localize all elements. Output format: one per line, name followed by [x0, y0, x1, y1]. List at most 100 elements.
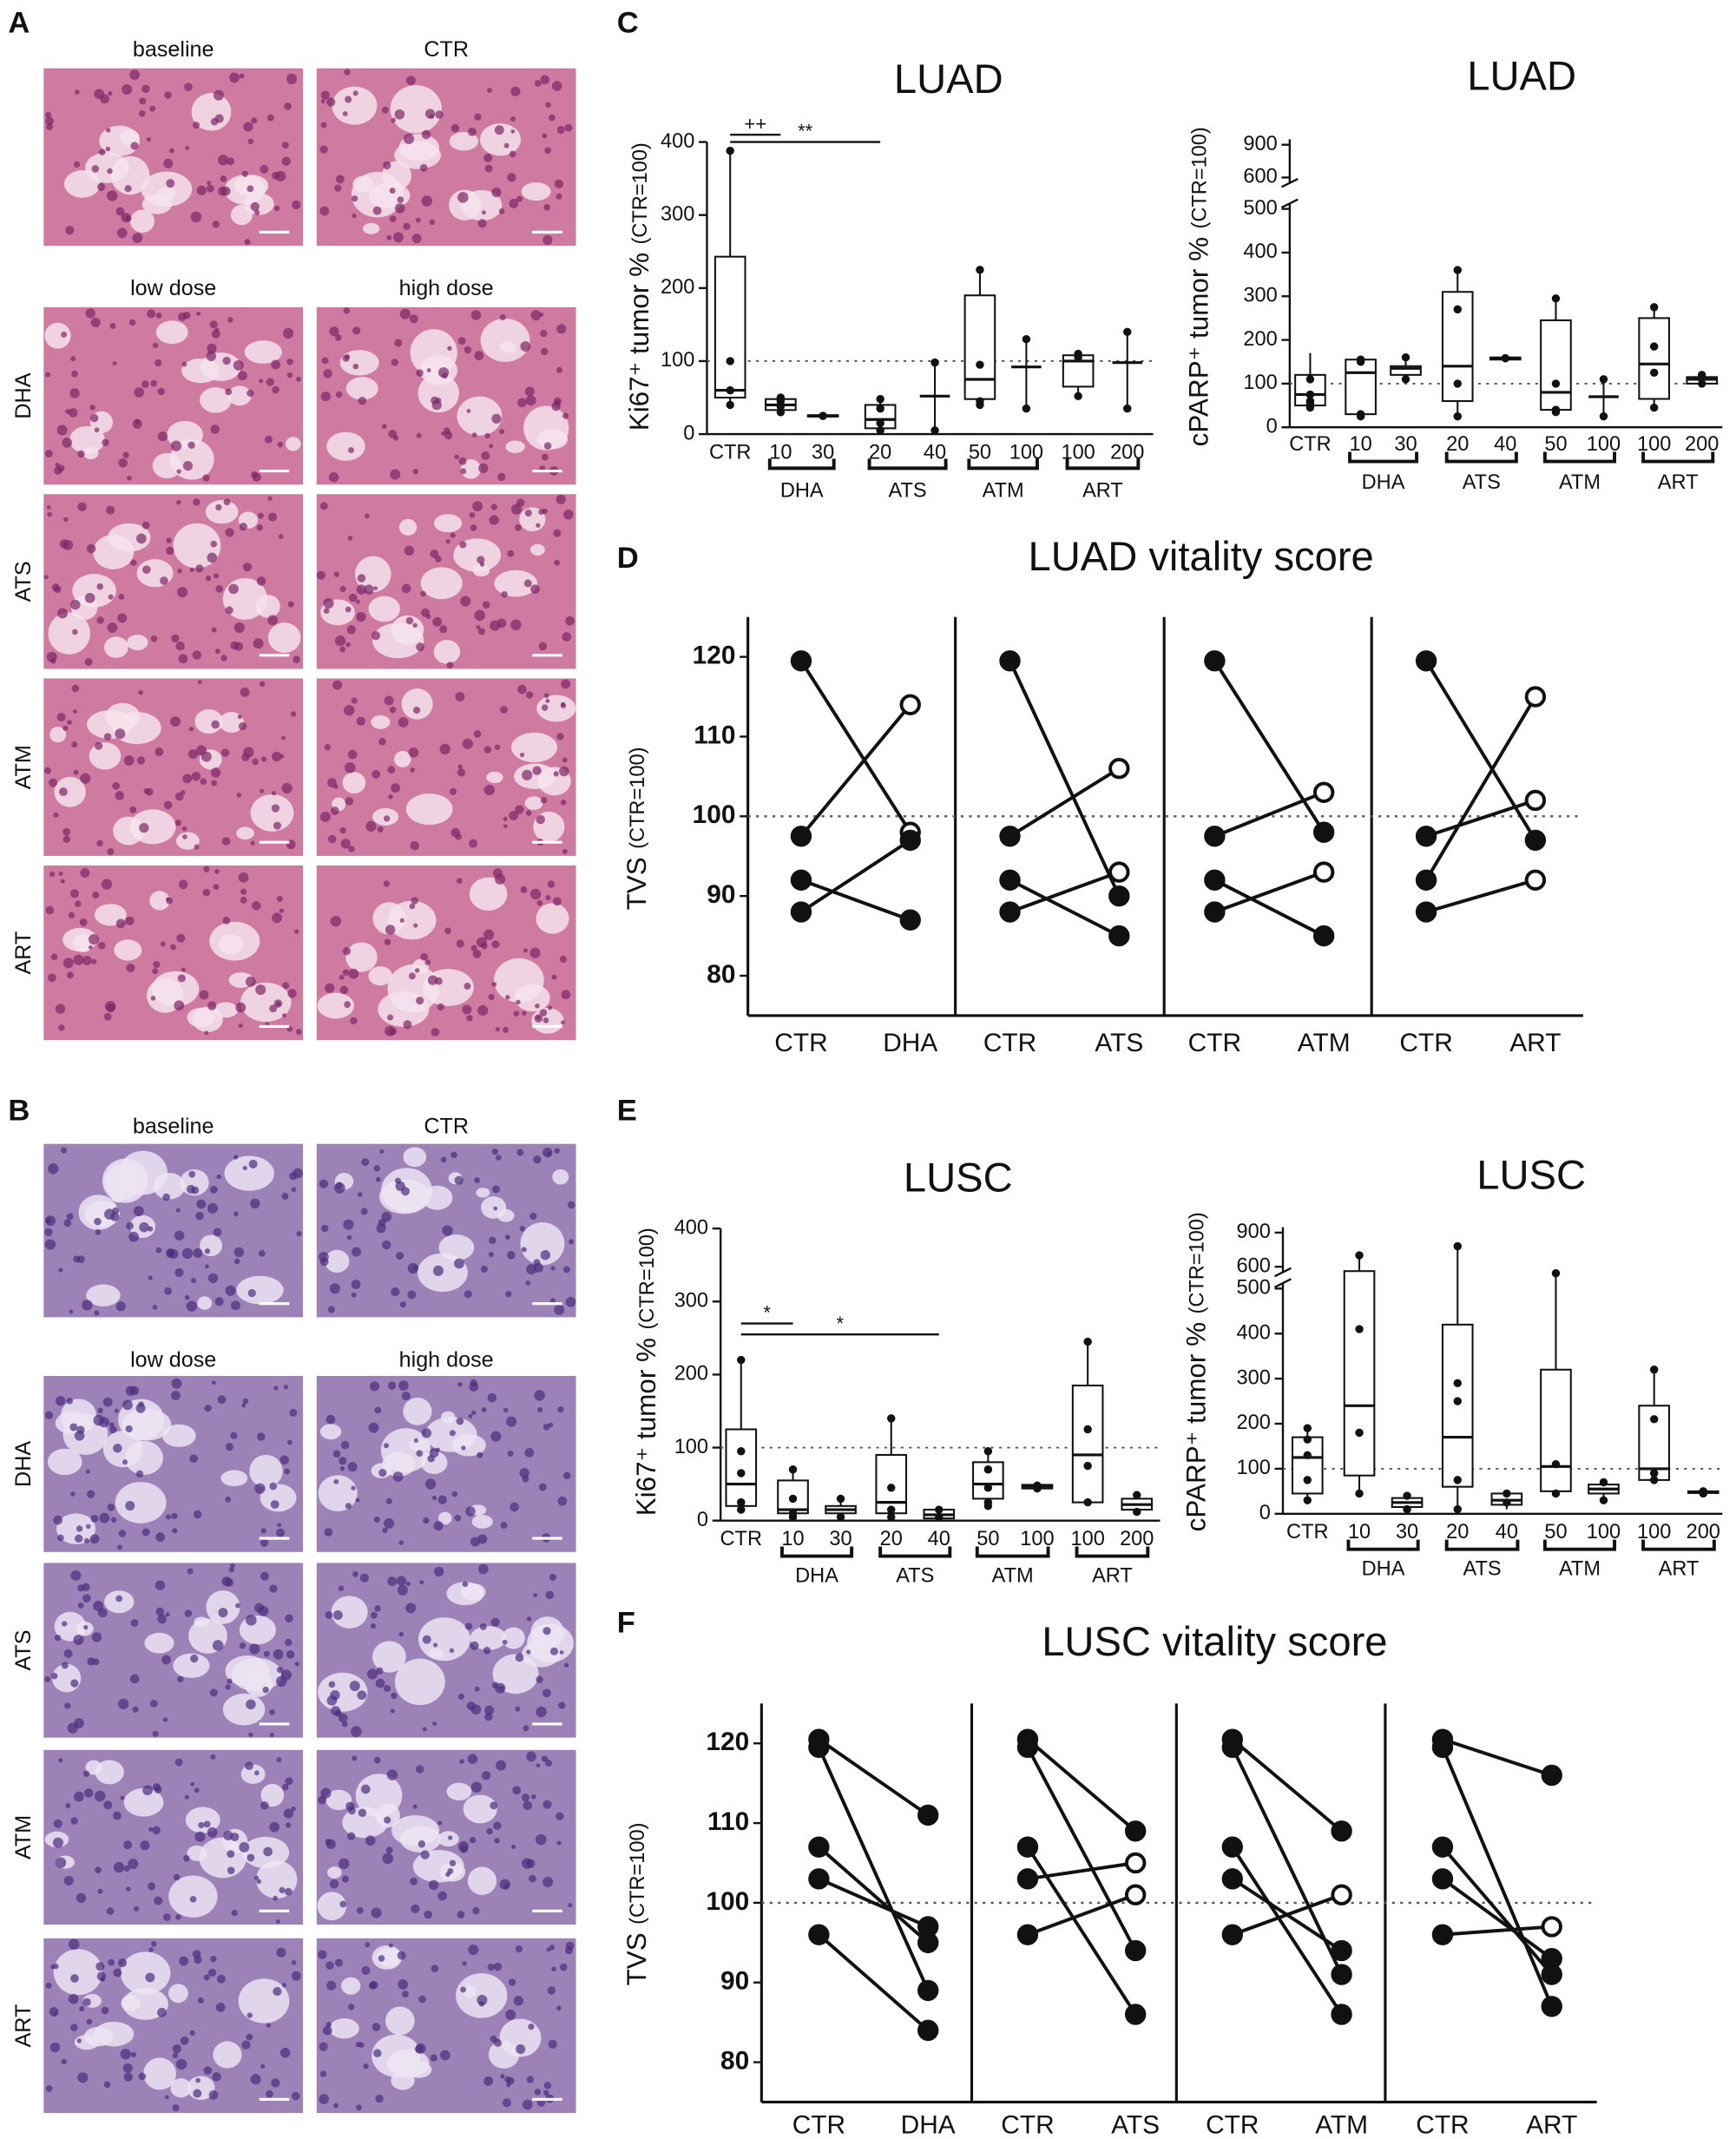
tissue-nucleus	[433, 1642, 438, 1648]
tissue-nucleus	[489, 444, 494, 449]
tissue-lumen	[480, 318, 530, 362]
tissue-nucleus	[487, 1963, 495, 1971]
tissue-lumen	[405, 793, 453, 826]
tissue-nucleus	[262, 1686, 269, 1694]
tissue-nucleus	[160, 941, 166, 947]
tissue-nucleus	[68, 1938, 80, 1950]
tissue-nucleus	[250, 201, 260, 212]
tissue-lumen	[486, 771, 503, 784]
group-bracket	[1444, 1539, 1520, 1551]
tissue-nucleus	[423, 1517, 430, 1524]
tissue-nucleus	[431, 1028, 440, 1037]
tissue-nucleus	[178, 879, 188, 890]
tissue-nucleus	[474, 1177, 481, 1184]
tissue-nucleus	[44, 111, 52, 118]
tissue-nucleus	[193, 2089, 202, 2098]
tissue-nucleus	[517, 684, 527, 694]
tissue-nucleus	[231, 1300, 240, 1311]
box	[713, 255, 746, 399]
data-point	[1541, 1764, 1562, 1787]
tissue-nucleus	[536, 1706, 547, 1718]
tissue-nucleus	[54, 466, 62, 475]
tissue-nucleus	[145, 1972, 155, 1983]
tissue-nucleus	[373, 1516, 380, 1523]
tissue-nucleus	[375, 1678, 385, 1688]
tissue-lumen	[499, 341, 516, 353]
tissue-nucleus	[227, 157, 235, 166]
tissue-nucleus	[211, 627, 217, 633]
data-point	[1541, 1996, 1562, 2017]
data-point	[1599, 375, 1608, 384]
tissue-nucleus	[477, 1994, 488, 2006]
tissue-nucleus	[49, 2042, 61, 2053]
data-point	[808, 1836, 830, 1858]
tissue-nucleus	[373, 586, 378, 590]
tissue-nucleus	[294, 929, 299, 934]
data-point	[1551, 294, 1561, 303]
tissue-nucleus	[155, 747, 164, 757]
tissue-nucleus	[419, 1580, 424, 1585]
tissue-nucleus	[152, 968, 159, 975]
tissue-lumen	[250, 794, 294, 832]
panel-letter: B	[8, 1095, 30, 1128]
tissue-nucleus	[493, 1821, 502, 1830]
tissue-nucleus	[115, 1595, 123, 1603]
tissue-nucleus	[62, 835, 71, 843]
tissue-nucleus	[474, 1686, 480, 1692]
data-point	[876, 404, 884, 413]
tissue-lumen	[104, 636, 128, 658]
data-point	[1541, 1947, 1562, 1970]
tissue-nucleus	[503, 142, 510, 148]
tissue-nucleus	[384, 1517, 395, 1529]
tissue-nucleus	[62, 958, 74, 969]
tissue-nucleus	[411, 897, 419, 905]
tissue-nucleus	[205, 575, 212, 582]
y-axis-label: TVS(CTR=100)	[621, 1823, 652, 1986]
tissue-nucleus	[348, 846, 355, 852]
tissue-nucleus	[421, 195, 432, 207]
tissue-nucleus	[412, 468, 418, 475]
tissue-nucleus	[398, 1978, 409, 1990]
tissue-nucleus	[421, 1428, 432, 1438]
tissue-nucleus	[157, 387, 165, 396]
tissue-nucleus	[516, 1148, 524, 1156]
tissue-nucleus	[481, 451, 490, 460]
tissue-nucleus	[199, 990, 209, 1000]
tissue-nucleus	[559, 1963, 568, 1971]
tissue-lumen	[493, 958, 544, 1003]
tissue-nucleus	[321, 357, 329, 365]
tissue-lumen	[194, 709, 223, 734]
tissue-nucleus	[347, 536, 353, 541]
tissue-nucleus	[44, 1411, 54, 1420]
tissue-nucleus	[55, 1396, 66, 1406]
tissue-nucleus	[464, 983, 471, 990]
tissue-nucleus	[164, 1287, 173, 1295]
group-label: DHA	[1362, 471, 1405, 493]
tissue-nucleus	[194, 1787, 200, 1793]
tissue-nucleus	[124, 185, 132, 193]
tissue-nucleus	[325, 1610, 333, 1619]
x-tick-label: 50	[969, 440, 991, 463]
tissue-nucleus	[554, 179, 564, 189]
tissue-nucleus	[556, 193, 562, 200]
x-tick-label: 10	[769, 440, 792, 463]
tissue-nucleus	[256, 576, 266, 586]
tissue-nucleus	[372, 206, 382, 215]
tissue-nucleus	[363, 2063, 369, 2070]
tissue-nucleus	[483, 2076, 494, 2086]
tissue-nucleus	[493, 1962, 503, 1971]
tissue-nucleus	[285, 1614, 293, 1622]
tissue-nucleus	[543, 204, 551, 211]
tissue-nucleus	[541, 453, 549, 461]
tissue-nucleus	[420, 590, 426, 597]
tissue-nucleus	[117, 613, 128, 623]
y-axis-label-main: Ki67⁺ tumor %	[624, 253, 654, 431]
tissue-nucleus	[275, 1528, 286, 1537]
tissue-nucleus	[50, 1672, 58, 1680]
tissue-nucleus	[319, 1252, 329, 1262]
data-point	[1312, 861, 1335, 883]
tissue-lumen	[401, 688, 433, 720]
data-point	[726, 357, 734, 365]
tissue-nucleus	[264, 435, 273, 444]
tissue-nucleus	[180, 2036, 189, 2045]
